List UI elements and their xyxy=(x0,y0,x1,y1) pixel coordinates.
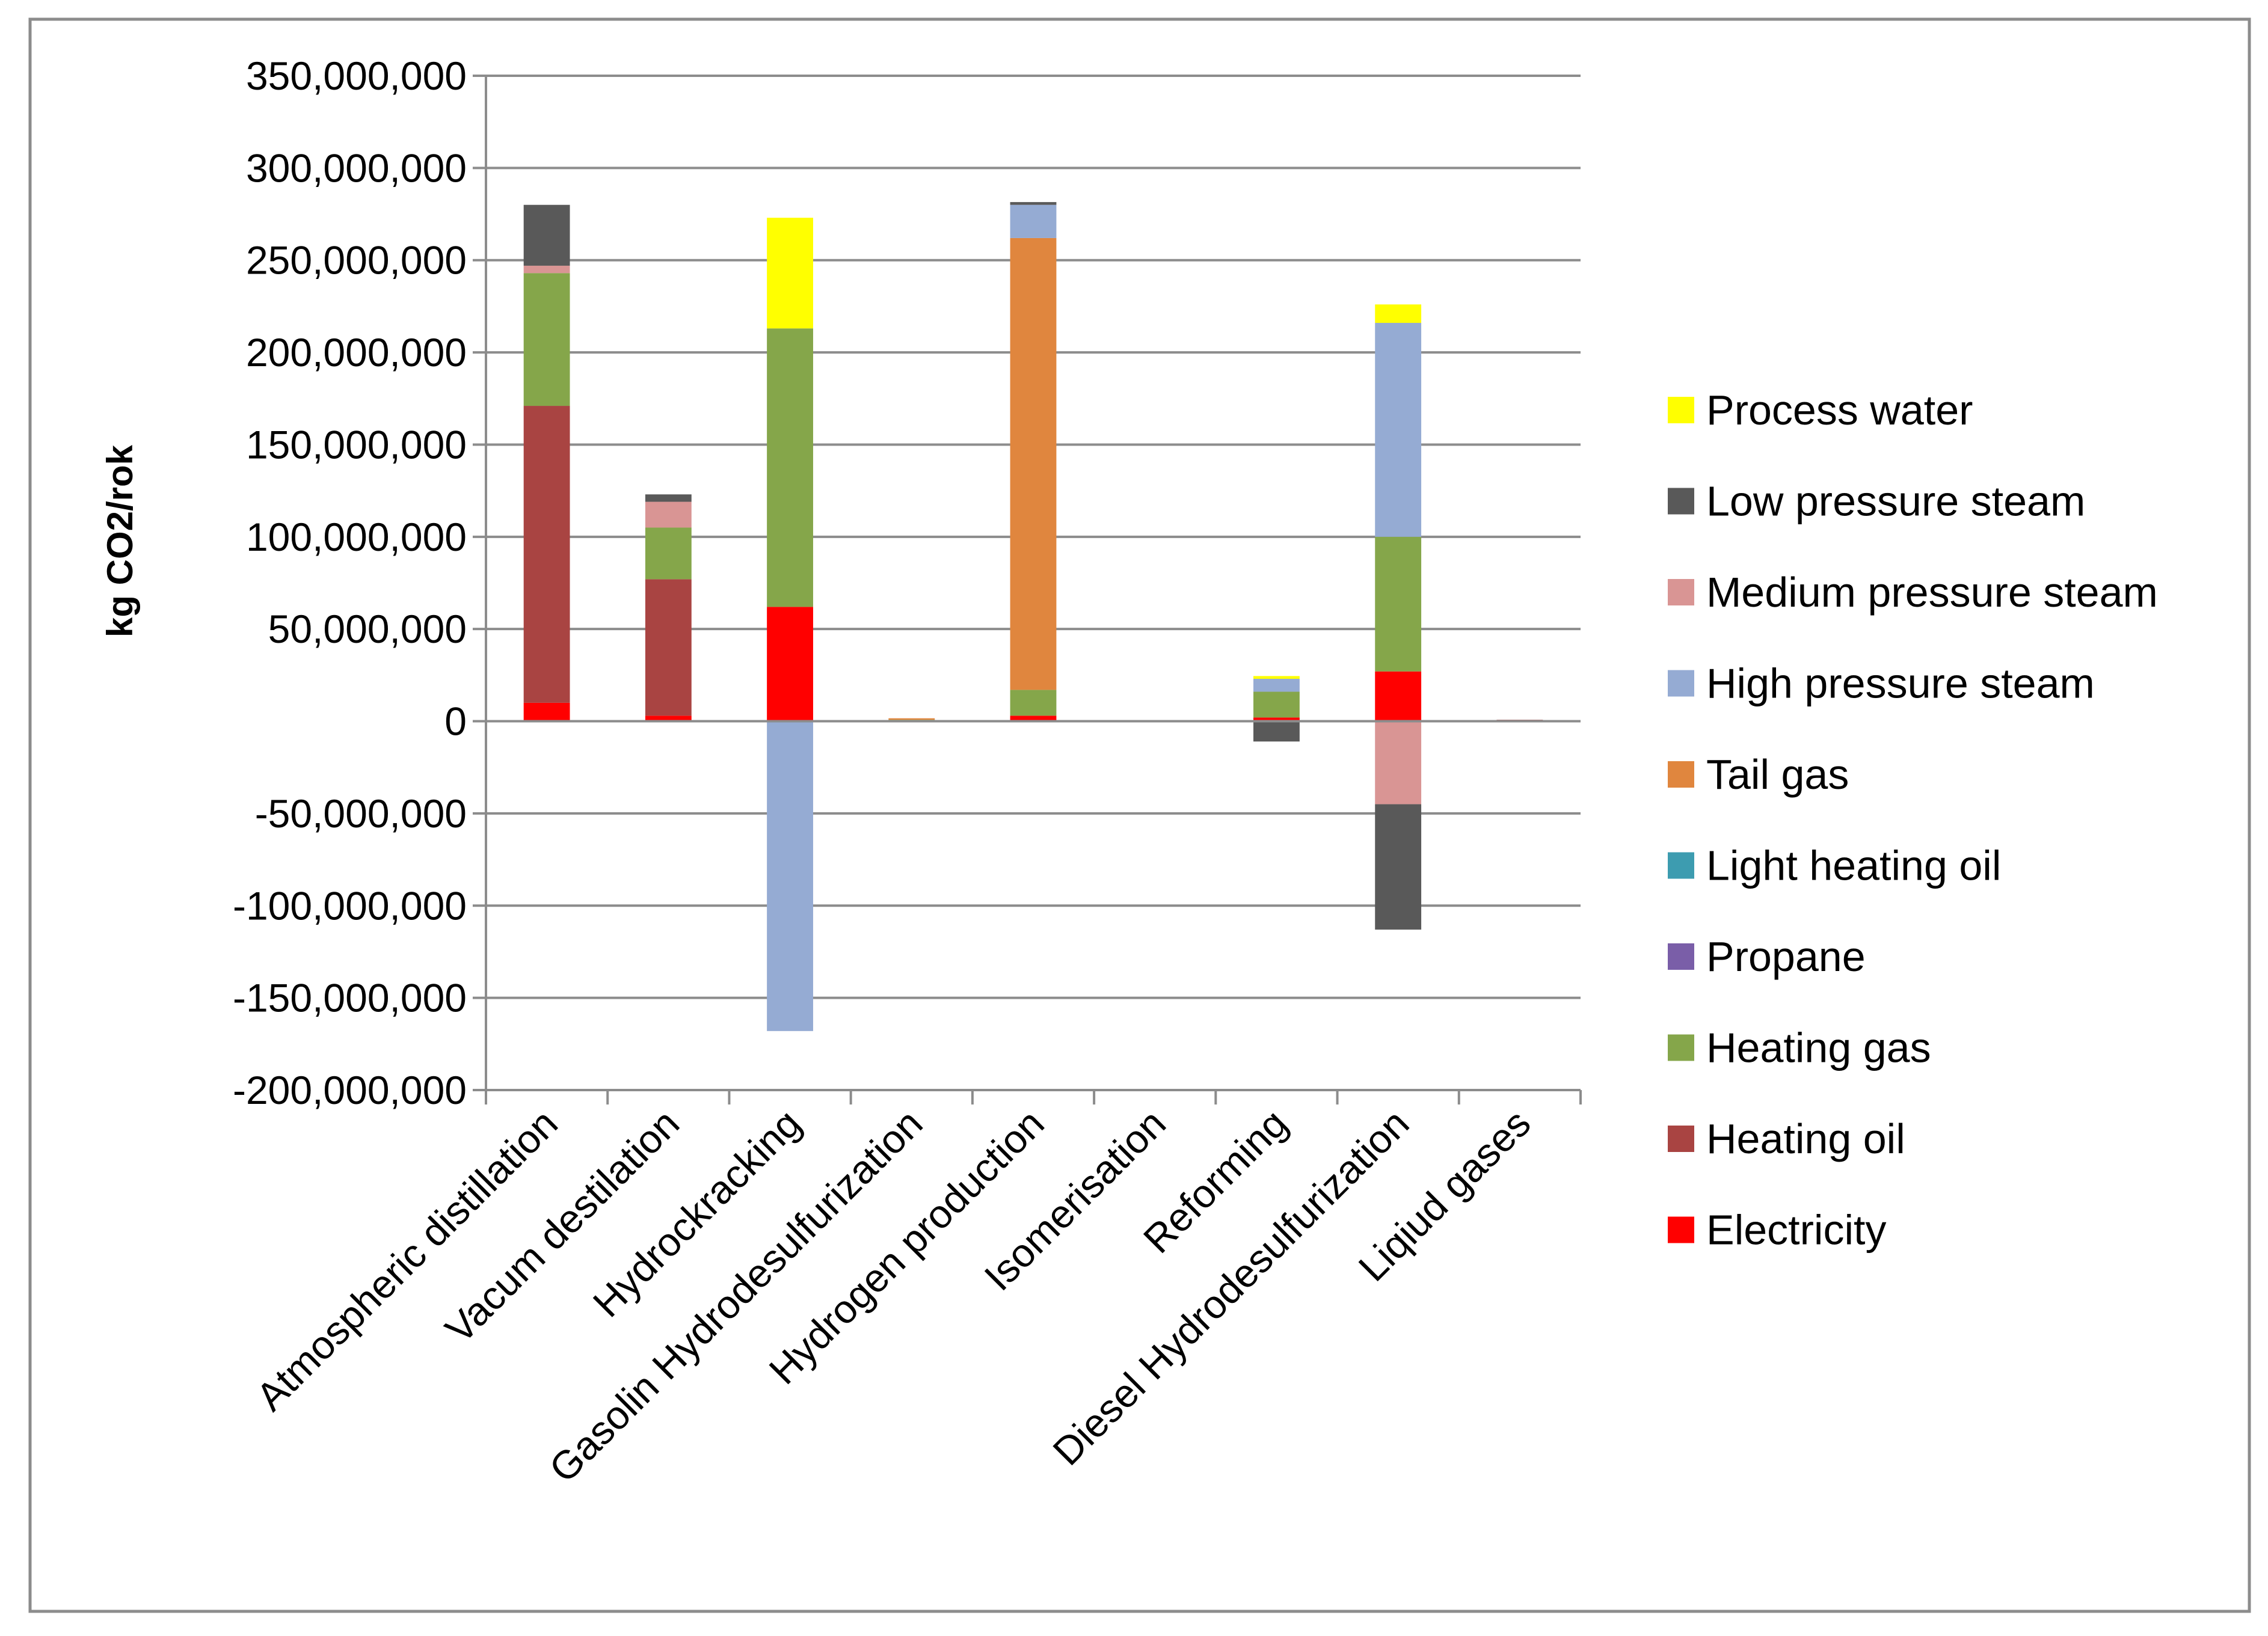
y-tick-label: -50,000,000 xyxy=(255,791,467,836)
bar-segment xyxy=(1375,536,1422,672)
bar-segment xyxy=(645,494,692,502)
legend-swatch xyxy=(1668,579,1694,605)
legend-label: Light heating oil xyxy=(1706,842,2001,889)
y-tick-label: -200,000,000 xyxy=(233,1068,467,1112)
legend-swatch xyxy=(1668,761,1694,788)
bar-segment xyxy=(1253,691,1300,718)
y-tick-labels: 350,000,000 300,000,000 250,000,000 200,000… xyxy=(233,54,467,1112)
bar-segment xyxy=(1253,721,1300,742)
bar-segment xyxy=(767,721,813,1031)
bar-segment xyxy=(645,579,692,716)
bar-segment xyxy=(767,218,813,329)
y-tick-label: 50,000,000 xyxy=(268,607,467,651)
legend-swatch xyxy=(1668,1034,1694,1061)
y-tick-label: 350,000,000 xyxy=(246,54,467,98)
legend-swatch xyxy=(1668,943,1694,970)
bar-segment xyxy=(1375,804,1422,930)
bar-segment xyxy=(1375,671,1422,721)
legend-label: Electricity xyxy=(1706,1207,1886,1254)
legend-swatch xyxy=(1668,670,1694,697)
bar-segment xyxy=(1010,202,1057,205)
y-tick-label: 150,000,000 xyxy=(246,422,467,467)
bar-segment xyxy=(1253,676,1300,679)
legend-label: Tail gas xyxy=(1706,751,1849,798)
legend-swatch xyxy=(1668,488,1694,515)
legend-label: Process water xyxy=(1706,387,1973,434)
axes xyxy=(473,75,1582,1104)
legend: Process water Low pressure steam Medium pr… xyxy=(1668,387,2158,1254)
y-tick-label: 250,000,000 xyxy=(246,238,467,283)
y-tick-label: 0 xyxy=(444,699,467,744)
y-tick-label: -100,000,000 xyxy=(233,883,467,928)
bar-segment xyxy=(523,204,570,266)
bar-segment xyxy=(1375,323,1422,537)
bar-segment xyxy=(1253,678,1300,692)
bar-segment xyxy=(1375,304,1422,323)
bar-segment xyxy=(767,607,813,721)
bar-segment xyxy=(645,527,692,580)
bar-segment xyxy=(1375,721,1422,804)
bar-segment xyxy=(1010,237,1057,690)
legend-label: Medium pressure steam xyxy=(1706,569,2158,616)
y-axis-title: kg CO2/rok xyxy=(100,444,140,637)
bar-segment xyxy=(1010,715,1057,721)
legend-swatch xyxy=(1668,852,1694,879)
legend-label: Propane xyxy=(1706,933,1866,980)
legend-swatch xyxy=(1668,397,1694,423)
bar-segment xyxy=(523,273,570,406)
bar-segment xyxy=(523,265,570,274)
bar-segment xyxy=(1253,717,1300,721)
bars xyxy=(523,202,1543,1031)
bar-segment xyxy=(1010,204,1057,238)
legend-label: Heating gas xyxy=(1706,1025,1931,1071)
chart-border xyxy=(28,17,2251,1613)
y-tick-label: 200,000,000 xyxy=(246,330,467,375)
bar-segment xyxy=(523,702,570,721)
bar-segment xyxy=(645,715,692,721)
legend-label: High pressure steam xyxy=(1706,660,2095,707)
bar-segment xyxy=(767,328,813,607)
y-tick-label: -150,000,000 xyxy=(233,976,467,1020)
legend-swatch xyxy=(1668,1126,1694,1152)
bar-segment xyxy=(1010,690,1057,716)
y-tick-label: 100,000,000 xyxy=(246,515,467,559)
bar-segment xyxy=(645,501,692,528)
legend-label: Heating oil xyxy=(1706,1115,1905,1162)
bar-segment xyxy=(888,718,935,720)
legend-swatch xyxy=(1668,1216,1694,1243)
bar-segment xyxy=(523,406,570,703)
y-tick-label: 300,000,000 xyxy=(246,146,467,190)
legend-label: Low pressure steam xyxy=(1706,478,2085,525)
